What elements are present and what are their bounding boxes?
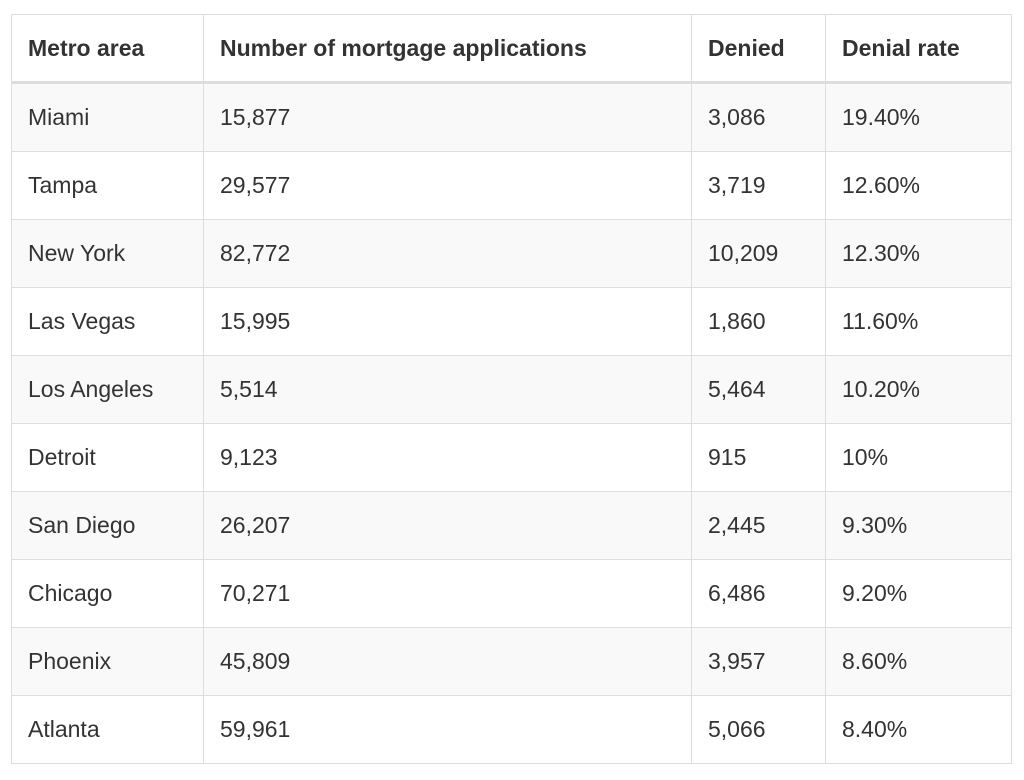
cell-denial-rate: 10.20% bbox=[825, 355, 1012, 424]
cell-denied: 3,957 bbox=[691, 627, 826, 696]
cell-applications: 82,772 bbox=[203, 219, 692, 288]
cell-denial-rate: 12.60% bbox=[825, 151, 1012, 220]
cell-metro-area: Phoenix bbox=[11, 627, 204, 696]
cell-metro-area: Tampa bbox=[11, 151, 204, 220]
cell-denied: 10,209 bbox=[691, 219, 826, 288]
table-row: San Diego 26,207 2,445 9.30% bbox=[11, 491, 1012, 560]
table-row: Atlanta 59,961 5,066 8.40% bbox=[11, 695, 1012, 764]
cell-denied: 3,719 bbox=[691, 151, 826, 220]
cell-metro-area: Atlanta bbox=[11, 695, 204, 764]
cell-denied: 5,464 bbox=[691, 355, 826, 424]
cell-applications: 15,877 bbox=[203, 82, 692, 152]
cell-denied: 2,445 bbox=[691, 491, 826, 560]
cell-denial-rate: 9.20% bbox=[825, 559, 1012, 628]
cell-denial-rate: 9.30% bbox=[825, 491, 1012, 560]
cell-applications: 59,961 bbox=[203, 695, 692, 764]
table-row: Chicago 70,271 6,486 9.20% bbox=[11, 559, 1012, 628]
cell-applications: 15,995 bbox=[203, 287, 692, 356]
header-denied: Denied bbox=[691, 14, 826, 84]
cell-metro-area: San Diego bbox=[11, 491, 204, 560]
cell-applications: 70,271 bbox=[203, 559, 692, 628]
table-row: Miami 15,877 3,086 19.40% bbox=[11, 82, 1012, 152]
table-row: Los Angeles 5,514 5,464 10.20% bbox=[11, 355, 1012, 424]
table-container: Metro area Number of mortgage applicatio… bbox=[11, 14, 1012, 764]
cell-applications: 26,207 bbox=[203, 491, 692, 560]
cell-denial-rate: 19.40% bbox=[825, 82, 1012, 152]
cell-metro-area: New York bbox=[11, 219, 204, 288]
table-row: Las Vegas 15,995 1,860 11.60% bbox=[11, 287, 1012, 356]
cell-denied: 1,860 bbox=[691, 287, 826, 356]
cell-denial-rate: 8.40% bbox=[825, 695, 1012, 764]
cell-metro-area: Las Vegas bbox=[11, 287, 204, 356]
cell-metro-area: Detroit bbox=[11, 423, 204, 492]
cell-denied: 3,086 bbox=[691, 82, 826, 152]
cell-denial-rate: 8.60% bbox=[825, 627, 1012, 696]
cell-applications: 29,577 bbox=[203, 151, 692, 220]
header-denial-rate: Denial rate bbox=[825, 14, 1012, 84]
cell-denied: 5,066 bbox=[691, 695, 826, 764]
header-metro-area: Metro area bbox=[11, 14, 204, 84]
cell-metro-area: Los Angeles bbox=[11, 355, 204, 424]
cell-denial-rate: 11.60% bbox=[825, 287, 1012, 356]
cell-denial-rate: 10% bbox=[825, 423, 1012, 492]
table-row: Tampa 29,577 3,719 12.60% bbox=[11, 151, 1012, 220]
table-row: Detroit 9,123 915 10% bbox=[11, 423, 1012, 492]
cell-metro-area: Miami bbox=[11, 82, 204, 152]
header-row: Metro area Number of mortgage applicatio… bbox=[11, 14, 1012, 84]
cell-denied: 915 bbox=[691, 423, 826, 492]
cell-applications: 5,514 bbox=[203, 355, 692, 424]
table-body: Miami 15,877 3,086 19.40% Tampa 29,577 3… bbox=[11, 82, 1012, 764]
cell-denial-rate: 12.30% bbox=[825, 219, 1012, 288]
cell-denied: 6,486 bbox=[691, 559, 826, 628]
mortgage-denial-table: Metro area Number of mortgage applicatio… bbox=[11, 14, 1012, 764]
cell-metro-area: Chicago bbox=[11, 559, 204, 628]
table-row: New York 82,772 10,209 12.30% bbox=[11, 219, 1012, 288]
cell-applications: 9,123 bbox=[203, 423, 692, 492]
table-row: Phoenix 45,809 3,957 8.60% bbox=[11, 627, 1012, 696]
cell-applications: 45,809 bbox=[203, 627, 692, 696]
header-applications: Number of mortgage applications bbox=[203, 14, 692, 84]
table-header: Metro area Number of mortgage applicatio… bbox=[11, 14, 1012, 84]
